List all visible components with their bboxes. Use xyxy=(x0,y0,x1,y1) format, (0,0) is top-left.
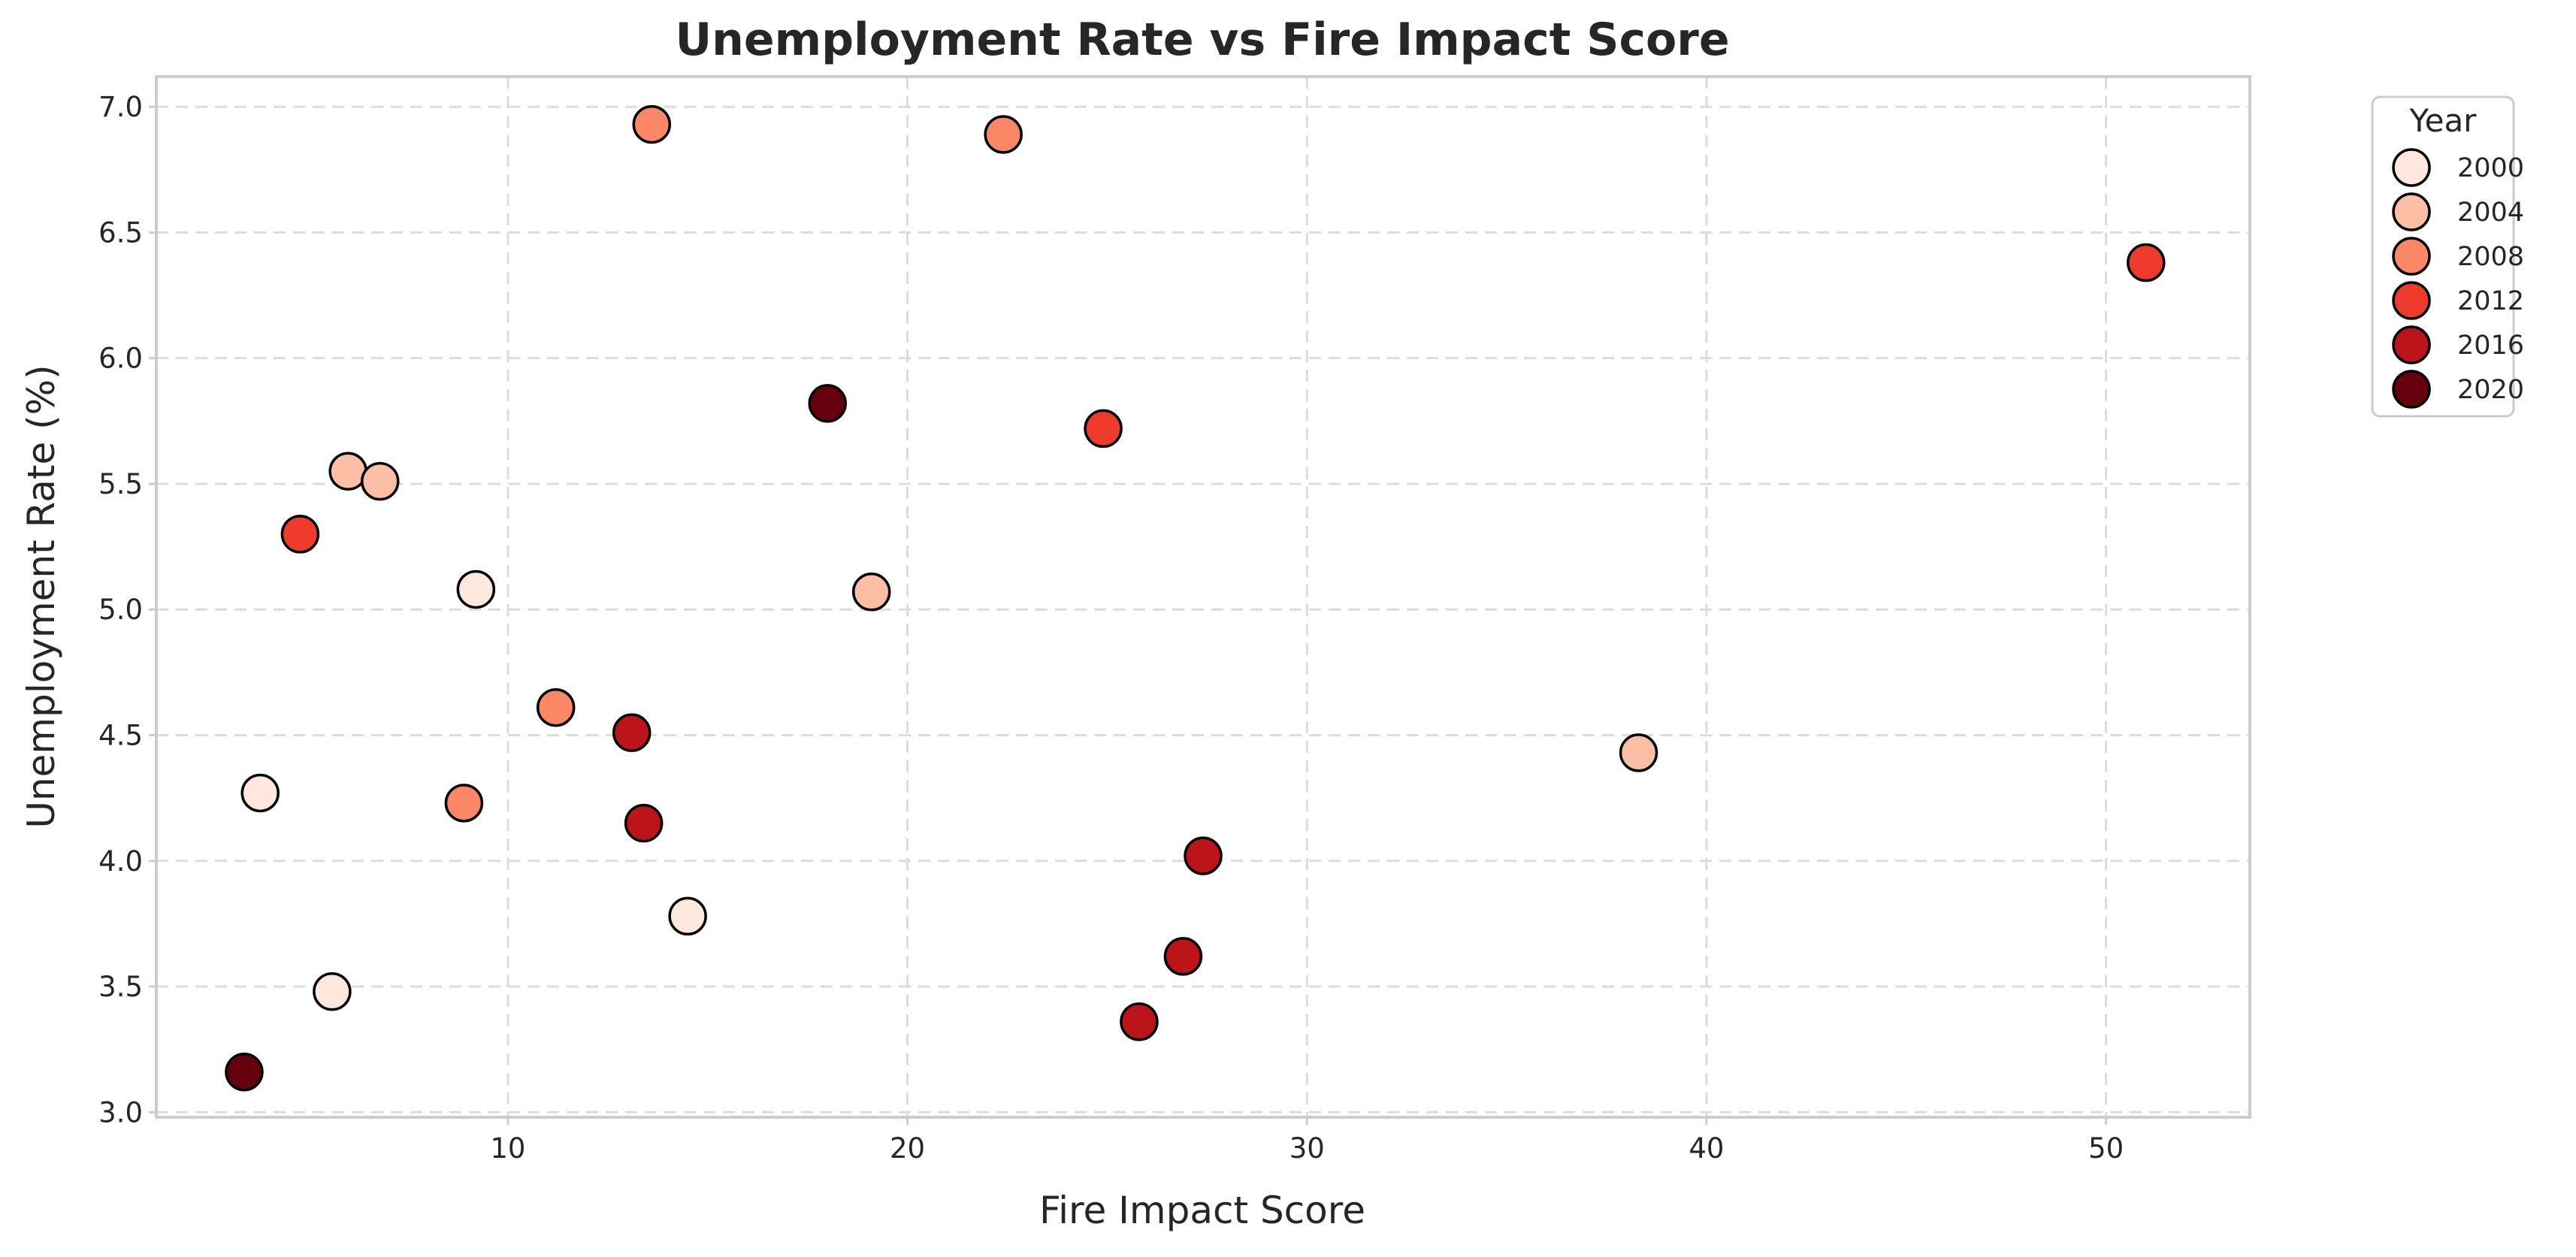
y-tick-label: 4.5 xyxy=(98,719,143,751)
scatter-point-2000 xyxy=(240,773,280,813)
scatter-point-2020 xyxy=(225,1053,264,1092)
scatter-point-2004 xyxy=(360,461,400,501)
legend-marker-2020 xyxy=(2392,370,2431,409)
y-axis-label: Unemployment Rate (%) xyxy=(20,364,63,828)
scatter-point-2004 xyxy=(851,573,891,612)
y-tick-label: 4.0 xyxy=(98,845,143,878)
scatter-point-2012 xyxy=(2127,243,2166,283)
scatter-point-2016 xyxy=(1120,1002,1159,1041)
y-tick-label: 5.5 xyxy=(98,468,143,500)
legend-label-2012: 2012 xyxy=(2457,286,2524,316)
scatter-point-2016 xyxy=(1163,937,1203,976)
scatter-point-2004 xyxy=(1619,733,1658,772)
legend-label-2008: 2008 xyxy=(2457,242,2524,272)
x-tick-label: 20 xyxy=(890,1132,925,1165)
y-tick-label: 7.0 xyxy=(98,91,143,123)
scatter-point-2000 xyxy=(456,570,496,609)
legend-marker-2016 xyxy=(2392,325,2431,364)
legend-label-2016: 2016 xyxy=(2457,331,2524,361)
scatter-point-2008 xyxy=(444,784,484,823)
x-tick-label: 30 xyxy=(1290,1132,1325,1165)
legend-title: Year xyxy=(2409,102,2478,139)
y-tick-label: 6.5 xyxy=(98,216,143,249)
scatter-point-2012 xyxy=(280,515,320,554)
legend-items: 2000 2004 2008 2012 2016 2020 xyxy=(2392,148,2524,409)
axis-ticks: 10 20 30 40 50 3.0 3.5 4.0 4.5 5.0 5.5 6.0 6.5 7.0 xyxy=(98,91,2124,1165)
scatter-point-2008 xyxy=(536,687,576,727)
y-tick-label: 3.5 xyxy=(98,971,143,1003)
scatter-point-2008 xyxy=(984,115,1023,154)
y-tick-label: 6.0 xyxy=(98,343,143,375)
scatter-point-2004 xyxy=(328,452,367,491)
scatter-point-2016 xyxy=(1184,836,1223,875)
scatter-point-2020 xyxy=(808,384,847,423)
scatter-point-2016 xyxy=(624,803,664,843)
legend: Year 2000 2004 2008 2012 2016 2020 xyxy=(2371,95,2524,418)
y-tick-label: 3.0 xyxy=(98,1096,143,1129)
scatter-point-2000 xyxy=(668,896,707,936)
legend-marker-2004 xyxy=(2392,192,2431,231)
x-tick-label: 10 xyxy=(490,1132,525,1165)
legend-label-2000: 2000 xyxy=(2457,153,2524,183)
scatter-point-2016 xyxy=(612,713,652,752)
legend-label-2004: 2004 xyxy=(2457,198,2524,228)
plot-frame xyxy=(155,75,2251,1119)
chart-title: Unemployment Rate vs Fire Impact Score xyxy=(675,14,1729,66)
scatter-point-2012 xyxy=(1084,409,1123,449)
scatter-point-2008 xyxy=(632,104,672,144)
x-axis-label: Fire Impact Score xyxy=(1039,1189,1365,1232)
legend-label-2020: 2020 xyxy=(2457,375,2524,405)
legend-marker-2000 xyxy=(2392,148,2431,187)
legend-marker-2008 xyxy=(2392,237,2431,276)
y-tick-label: 5.0 xyxy=(98,594,143,626)
scatter-point-2000 xyxy=(313,971,352,1011)
x-tick-label: 40 xyxy=(1689,1132,1724,1165)
data-points xyxy=(225,104,2166,1092)
x-tick-label: 50 xyxy=(2088,1132,2124,1165)
legend-marker-2012 xyxy=(2392,281,2431,320)
